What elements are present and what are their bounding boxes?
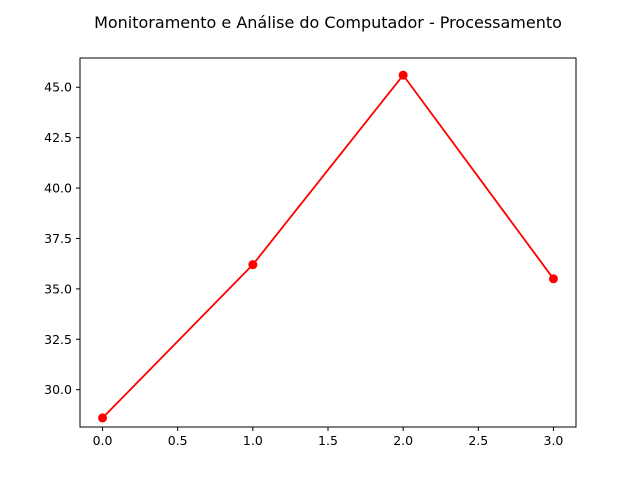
x-tick-label: 2.0 — [393, 433, 413, 448]
y-tick-label: 32.5 — [44, 332, 72, 347]
y-tick-label: 35.0 — [44, 281, 72, 296]
x-axis: 0.0 0.5 1.0 1.5 2.0 2.5 3.0 — [93, 427, 564, 448]
axes-frame — [79, 57, 577, 428]
data-point — [548, 274, 558, 284]
x-tick-label: 1.0 — [243, 433, 263, 448]
y-tick-label: 30.0 — [44, 382, 72, 397]
x-tick-label: 2.5 — [468, 433, 488, 448]
data-point — [248, 260, 258, 270]
chart-title: Monitoramento e Análise do Computador - … — [94, 13, 562, 32]
y-tick-label: 42.5 — [44, 130, 72, 145]
y-axis: 30.0 32.5 35.0 37.5 40.0 42.5 45.0 — [44, 80, 80, 397]
plot-series — [98, 70, 558, 423]
x-tick-label: 1.5 — [318, 433, 338, 448]
x-tick-label: 3.0 — [544, 433, 564, 448]
y-tick-label: 40.0 — [44, 181, 72, 196]
y-tick-label: 45.0 — [44, 80, 72, 95]
y-tick-label: 37.5 — [44, 231, 72, 246]
x-tick-label: 0.0 — [93, 433, 113, 448]
data-point — [398, 70, 408, 80]
data-point — [98, 413, 108, 423]
x-tick-label: 0.5 — [168, 433, 188, 448]
series-line — [101, 74, 555, 419]
